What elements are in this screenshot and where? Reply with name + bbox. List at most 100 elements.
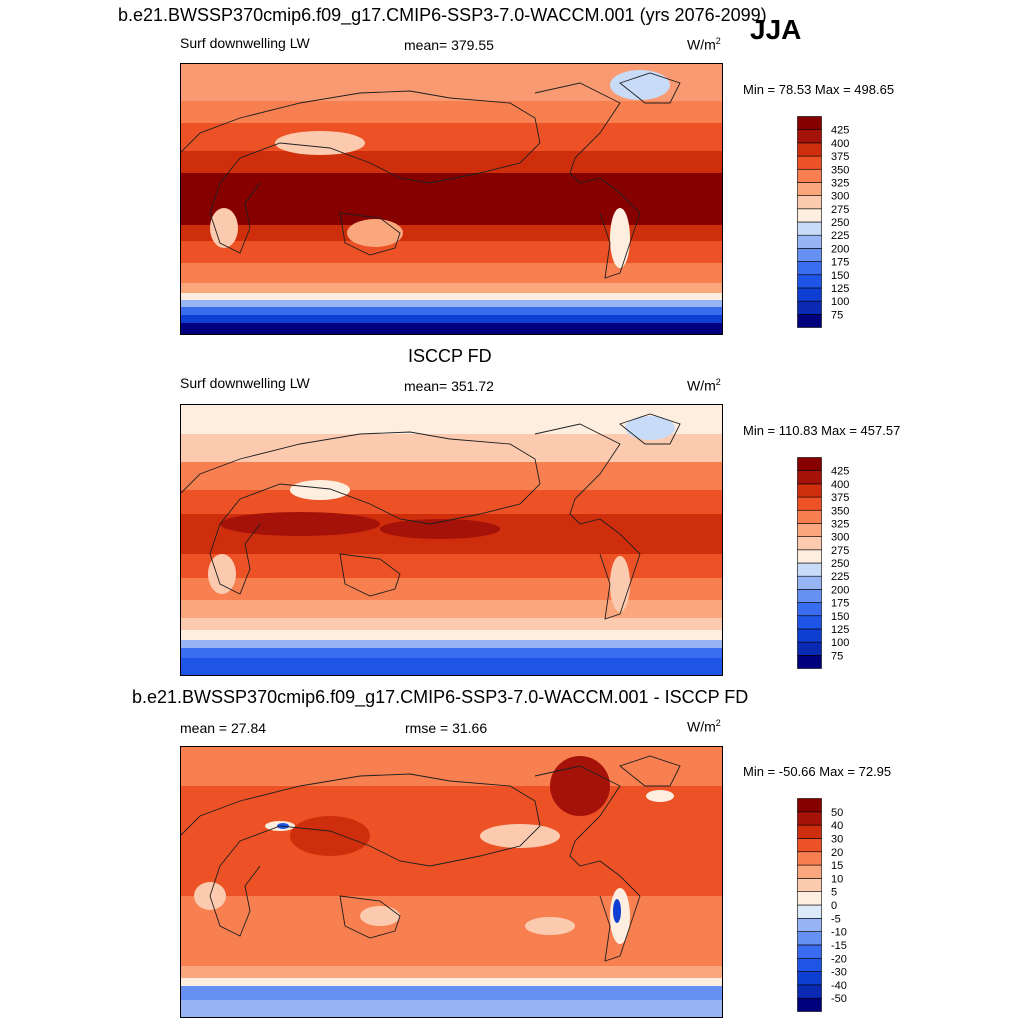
panel-2-field	[180, 404, 723, 676]
panel-2-units: W/m2	[687, 377, 721, 394]
colorbar-tick-label: 275	[831, 204, 849, 216]
colorbar-tick-label: 150	[831, 611, 849, 623]
colorbar-tick-label: 425	[831, 125, 849, 137]
colorbar-swatch	[797, 509, 822, 524]
colorbar-tick-label: 20	[831, 847, 843, 859]
colorbar-tick-label: -15	[831, 940, 847, 952]
colorbar-swatch	[797, 628, 822, 643]
colorbar-swatch	[797, 549, 822, 564]
colorbar-swatch	[797, 182, 822, 196]
panel-3-map	[180, 746, 723, 1018]
colorbar-swatch	[797, 798, 822, 813]
colorbar-swatch	[797, 957, 822, 972]
panel-2-title: ISCCP FD	[408, 346, 492, 366]
colorbar-swatch	[797, 248, 822, 262]
colorbar-swatch	[797, 655, 822, 669]
panel-2-variable-label: Surf downwelling LW	[180, 375, 310, 391]
colorbar-swatch	[797, 864, 822, 879]
colorbar-swatch	[797, 602, 822, 617]
colorbar-tick-label: 50	[831, 807, 843, 819]
colorbar-swatch	[797, 314, 822, 328]
colorbar-swatch	[797, 851, 822, 866]
colorbar-swatch	[797, 641, 822, 656]
colorbar-swatch	[797, 208, 822, 223]
panel-3-field	[180, 746, 723, 1018]
colorbar-tick-label: -5	[831, 913, 841, 925]
colorbar-tick-label: 10	[831, 873, 843, 885]
colorbar-tick-label: 275	[831, 545, 849, 557]
colorbar-tick-label: 175	[831, 598, 849, 610]
colorbar-tick-label: 300	[831, 191, 849, 203]
colorbar-swatch	[797, 523, 822, 537]
colorbar-tick-label: 40	[831, 820, 843, 832]
colorbar-swatch	[797, 116, 822, 130]
colorbar-swatch	[797, 300, 822, 315]
colorbar-tick-label: 350	[831, 164, 849, 176]
colorbar-tick-label: 125	[831, 624, 849, 636]
colorbar-swatch	[797, 457, 822, 471]
colorbar-tick-label: 400	[831, 479, 849, 491]
colorbar-tick-label: 400	[831, 138, 849, 150]
colorbar-swatch	[797, 575, 822, 590]
panel-1-map	[180, 63, 723, 335]
colorbar-tick-label: 5	[831, 887, 837, 899]
panel-2-minmax: Min = 110.83 Max = 457.57	[743, 423, 901, 438]
panel-3-rmse-label: rmse = 31.66	[405, 720, 488, 736]
panel-3-units: W/m2	[687, 718, 721, 735]
colorbar-swatch	[797, 824, 822, 839]
colorbar-tick-label: -30	[831, 967, 847, 979]
colorbar-tick-label: 30	[831, 833, 843, 845]
season-label: JJA	[750, 14, 802, 45]
colorbar-tick-label: 375	[831, 151, 849, 163]
panel-3-coastlines	[180, 755, 681, 962]
panel-1-title: b.e21.BWSSP370cmip6.f09_g17.CMIP6-SSP3-7…	[118, 5, 767, 25]
colorbar-swatch	[797, 483, 822, 498]
colorbar-swatch	[797, 918, 822, 932]
colorbar-tick-label: 300	[831, 532, 849, 544]
panel-3-mean-label: mean = 27.84	[180, 720, 267, 736]
colorbar-tick-label: 100	[831, 296, 849, 308]
colorbar-tick-label: 325	[831, 518, 849, 530]
colorbar-tick-label: 225	[831, 230, 849, 242]
colorbar-tick-label: 15	[831, 860, 843, 872]
colorbar-swatch	[797, 984, 822, 999]
colorbar-tick-label: -20	[831, 953, 847, 965]
colorbar-tick-label: 0	[831, 900, 837, 912]
colorbar-tick-label: 250	[831, 217, 849, 229]
colorbar-tick-label: 200	[831, 584, 849, 596]
panel-2-coastlines	[180, 413, 681, 620]
panel-1-mean-label: mean= 379.55	[404, 37, 494, 53]
colorbar-swatch	[797, 261, 822, 276]
colorbar-swatch	[797, 878, 822, 892]
colorbar-tick-label: 75	[831, 650, 843, 662]
colorbar-tick-label: 350	[831, 505, 849, 517]
panel-1-coastlines	[180, 72, 681, 279]
colorbar-swatch	[797, 168, 822, 183]
panel-1-minmax: Min = 78.53 Max = 498.65	[743, 82, 895, 97]
colorbar-swatch	[797, 221, 822, 236]
colorbar-tick-label: -10	[831, 927, 847, 939]
colorbar-swatch	[797, 944, 822, 959]
colorbar-swatch	[797, 129, 822, 144]
colorbar-swatch	[797, 931, 822, 946]
colorbar-tick-label: 425	[831, 466, 849, 478]
colorbar-tick-label: 75	[831, 309, 843, 321]
panel-2-map	[180, 404, 723, 676]
colorbar-swatch	[797, 562, 822, 577]
panel-1-variable-label: Surf downwelling LW	[180, 35, 310, 51]
colorbar-swatch	[797, 891, 822, 906]
panel-1-field	[180, 63, 723, 335]
panel-1-units: W/m2	[687, 36, 721, 53]
colorbar-tick-label: 150	[831, 270, 849, 282]
colorbar-tick-label: -50	[831, 993, 847, 1005]
colorbar-swatch	[797, 142, 822, 157]
colorbar-swatch	[797, 195, 822, 210]
colorbar-swatch	[797, 470, 822, 485]
colorbar-swatch	[797, 615, 822, 630]
colorbar-swatch	[797, 997, 822, 1012]
colorbar-tick-label: 125	[831, 283, 849, 295]
panel-3-title: b.e21.BWSSP370cmip6.f09_g17.CMIP6-SSP3-7…	[132, 687, 749, 707]
